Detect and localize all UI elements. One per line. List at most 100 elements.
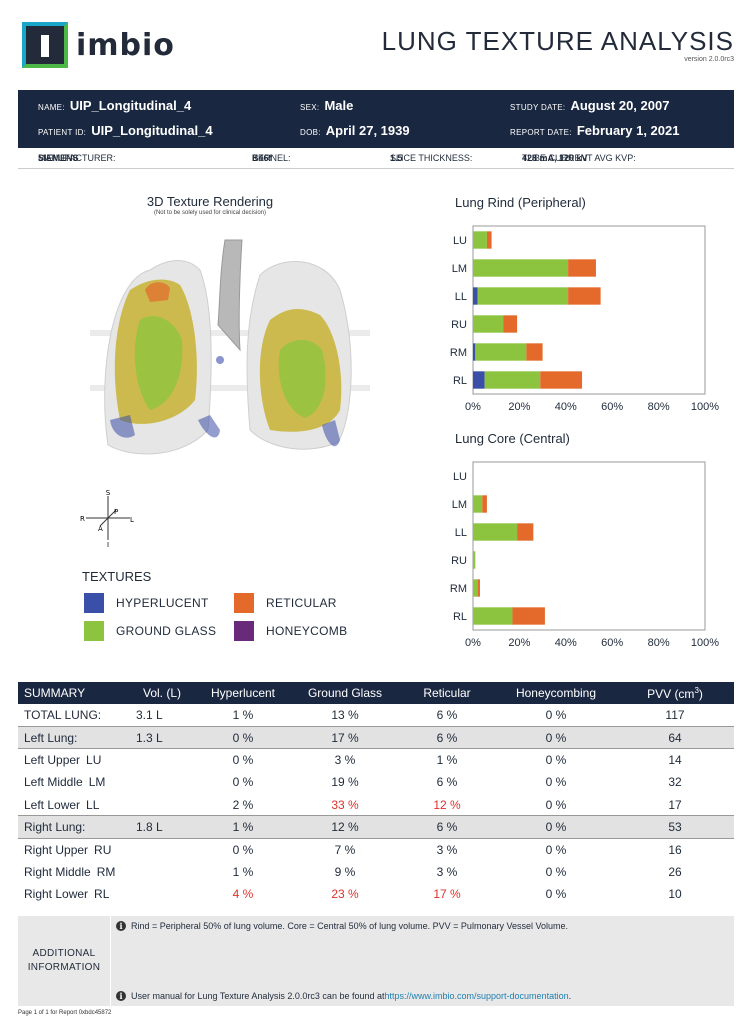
category-label: RM: [450, 347, 467, 359]
ground-glass-bar: [473, 551, 476, 569]
reticular-swatch: [234, 593, 254, 613]
summary-row: TOTAL LUNG: 3.1 L 1 % 13 % 6 % 0 % 117: [18, 704, 734, 726]
hyperlucent-cell: 0 %: [232, 842, 254, 857]
ground-glass-cell: 3 %: [334, 753, 356, 768]
logo-wordmark: imbio: [76, 27, 175, 63]
x-tick-label: 0%: [465, 637, 481, 649]
summary-row: Left Lower LL 2 % 33 % 12 % 0 % 17: [18, 794, 734, 816]
hyperlucent-cell: 0 %: [232, 775, 254, 790]
x-tick-label: 80%: [648, 401, 670, 413]
pvv-cell: 17: [668, 797, 682, 812]
summary-table: SUMMARY Vol. (L) Hyperlucent Ground Glas…: [18, 682, 734, 906]
reticular-bar: [540, 371, 583, 389]
summary-row: Right Middle RM 1 % 9 % 3 % 0 % 26: [18, 861, 734, 883]
summary-row: Right Lower RL 4 % 23 % 17 % 0 % 10: [18, 883, 734, 905]
report-version: version 2.0.0rc3: [684, 56, 734, 63]
report-date: February 1, 2021: [576, 123, 680, 138]
honeycomb-swatch: [234, 621, 254, 641]
additional-information-panel: ADDITIONAL INFORMATION i Rind = Peripheral…: [18, 916, 734, 1006]
study-date: August 20, 2007: [570, 98, 670, 113]
ground-glass-cell: 9 %: [334, 864, 356, 879]
x-tick-label: 60%: [601, 401, 623, 413]
textures-title: TEXTURES: [82, 569, 152, 584]
hyperlucent-bar: [473, 371, 485, 389]
pvv-cell: 53: [616, 815, 734, 839]
reticular-bar: [517, 523, 534, 541]
ground-glass-bar: [484, 371, 541, 389]
col-hyperlucent: Hyperlucent: [194, 682, 292, 704]
reticular-bar: [568, 287, 601, 305]
honeycombing-cell: 0 %: [496, 725, 616, 750]
row-label: TOTAL LUNG:: [24, 707, 102, 722]
rind-chart: LU LM LL RU RM RL 0% 20% 40% 60% 80% 100%: [450, 225, 719, 413]
patient-id: UIP_Longitudinal_4: [91, 123, 213, 138]
x-tick-label: 80%: [648, 637, 670, 649]
volume-cell: [130, 861, 194, 883]
category-label: RM: [450, 583, 467, 595]
hyperlucent-bar: [473, 287, 478, 305]
user-manual-note: i User manual for Lung Texture Analysis …: [116, 991, 571, 1001]
volume-cell: [130, 794, 194, 816]
summary-row: Right Upper RU 0 % 7 % 3 % 0 % 16: [18, 838, 734, 860]
pvv-cell: 32: [668, 775, 682, 790]
reticular-bar: [482, 495, 487, 513]
volume-cell: [130, 771, 194, 793]
info-icon: i: [116, 921, 126, 931]
x-tick-label: 40%: [555, 637, 577, 649]
row-label: Left Lower LL: [24, 797, 100, 812]
reticular-bar: [486, 231, 492, 249]
col-pvv: PVV (cm3): [616, 682, 734, 704]
plot-frame: [472, 461, 706, 631]
x-tick-label: 20%: [508, 401, 530, 413]
reticular-cell: 6 %: [436, 707, 458, 722]
col-summary: SUMMARY: [18, 682, 130, 704]
support-link[interactable]: https://www.imbio.com/support-documentat…: [384, 991, 569, 1001]
page-footer: Page 1 of 1 for Report 0xbdc45872: [18, 1010, 112, 1016]
pvv-cell: 64: [616, 725, 734, 750]
reticular-bar: [503, 315, 518, 333]
summary-row: Left Upper LU 0 % 3 % 1 % 0 % 14: [18, 749, 734, 771]
col-honeycombing: Honeycombing: [496, 682, 616, 704]
axis-label-p: P: [114, 508, 118, 516]
ground-glass-bar: [473, 231, 487, 249]
axis-label-a: A: [98, 525, 103, 533]
ground-glass-cell: 19 %: [331, 775, 359, 790]
col-reticular: Reticular: [398, 682, 496, 704]
honeycombing-cell: 0 %: [545, 797, 567, 812]
pvv-cell: 14: [668, 753, 682, 768]
reticular-cell: 1 %: [436, 753, 458, 768]
summary-header-row: SUMMARY Vol. (L) Hyperlucent Ground Glas…: [18, 682, 734, 704]
reticular-cell: 3 %: [436, 864, 458, 879]
honeycombing-cell: 0 %: [496, 815, 616, 839]
ground-glass-cell: 17 %: [292, 725, 398, 750]
x-tick-label: 0%: [465, 401, 481, 413]
kernel-field: KERNEL: B46f: [252, 153, 291, 163]
axis-label-i: I: [107, 541, 109, 548]
axis-label-r: R: [80, 515, 85, 523]
x-tick-label: 60%: [601, 637, 623, 649]
honeycombing-cell: 0 %: [545, 775, 567, 790]
summary-row: Left Middle LM 0 % 19 % 6 % 0 % 32: [18, 771, 734, 793]
hyperlucent-cell: 0 %: [194, 725, 292, 750]
row-label: Right Lower RL: [24, 887, 110, 902]
legend-hyperlucent: HYPERLUCENT: [84, 593, 209, 613]
x-tick-label: 40%: [555, 401, 577, 413]
hyperlucent-cell: 1 %: [194, 815, 292, 839]
reticular-cell: 17 %: [433, 887, 461, 902]
reticular-bar: [477, 579, 480, 597]
hyperlucent-cell: 0 %: [232, 753, 254, 768]
category-label: LU: [453, 471, 467, 483]
ground-glass-bar: [473, 523, 518, 541]
honeycombing-cell: 0 %: [545, 887, 567, 902]
rind-chart-title: Lung Rind (Peripheral): [455, 195, 586, 210]
category-label: RL: [453, 375, 467, 387]
reticular-bar: [512, 607, 545, 625]
volume-cell: 3.1 L: [136, 707, 163, 722]
reticular-cell: 12 %: [433, 797, 461, 812]
row-label: Left Lung:: [18, 725, 130, 750]
ground-glass-bar: [473, 259, 569, 277]
reticular-cell: 3 %: [436, 842, 458, 857]
axis-label-s: S: [106, 489, 111, 497]
rendering-title: 3D Texture Rendering: [146, 194, 274, 209]
reticular-bar: [568, 259, 596, 277]
